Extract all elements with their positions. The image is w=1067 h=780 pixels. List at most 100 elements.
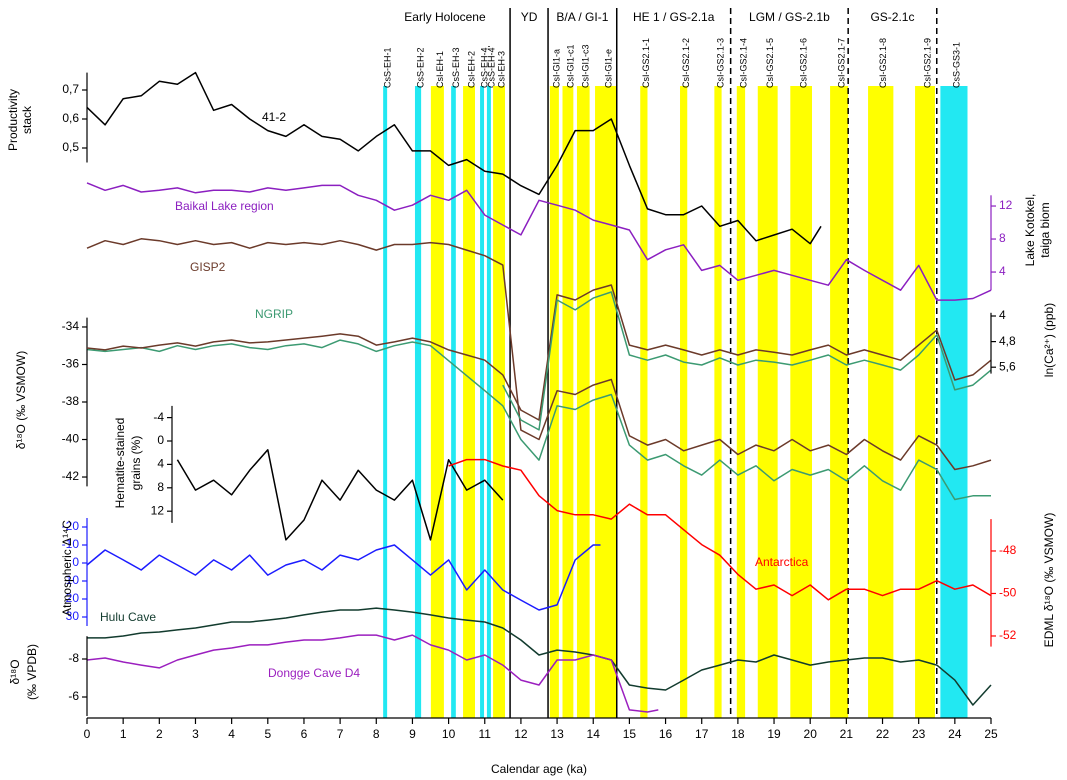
y-tick-label: -4: [153, 410, 164, 424]
y-tick-label: 0: [157, 433, 164, 447]
band-label: CsI-GS2.1-7: [837, 38, 847, 88]
x-tick-label: 23: [912, 727, 926, 741]
x-tick-label: 20: [804, 727, 818, 741]
y-tick-label: 4: [999, 308, 1006, 322]
series-line: [86, 71, 822, 245]
band-label: CsI-GS2.1-3: [715, 38, 725, 88]
band: [451, 86, 456, 718]
band: [915, 86, 935, 718]
y-tick-label: -42: [62, 469, 80, 483]
band-label: CsI-GI1-c3: [581, 44, 591, 88]
band-label: CsS-EH-2: [415, 47, 425, 88]
y-axis-label: Lake Kotokel,: [1023, 194, 1037, 267]
x-tick-label: 2: [156, 727, 163, 741]
band-label: CsI-GS2.1-5: [765, 38, 775, 88]
y-axis-label: taiga biom: [1038, 202, 1052, 257]
series-line: [86, 339, 991, 501]
period-label: LGM / GS-2.1b: [749, 10, 830, 24]
x-tick-label: 10: [442, 727, 456, 741]
series-line: [86, 238, 992, 471]
y-tick-label: -36: [62, 357, 80, 371]
band: [757, 86, 778, 718]
band: [562, 86, 574, 718]
band-label: CsI-GS2.1-6: [799, 38, 809, 88]
y-axis-label: Productivity: [6, 89, 20, 151]
band: [790, 86, 813, 718]
band: [383, 86, 388, 718]
band-label: CsI-GS2.1-2: [681, 38, 691, 88]
band-label: CsS-EH-1: [383, 47, 393, 88]
y-tick-label: 5,6: [999, 359, 1016, 373]
x-tick-label: 17: [695, 727, 709, 741]
y-tick-label: -52: [999, 628, 1017, 642]
band: [549, 86, 559, 718]
band-label: CsI-EH-2: [466, 51, 476, 88]
series-line: [502, 291, 992, 431]
y-axis-label: Hematite-stained: [113, 418, 127, 509]
band: [680, 86, 688, 718]
y-tick-label: -8: [68, 651, 79, 665]
series-label: Antarctica: [755, 555, 809, 569]
x-tick-label: 11: [479, 727, 492, 741]
band: [714, 86, 722, 718]
x-tick-label: 15: [623, 727, 637, 741]
y-tick-label: 0,6: [62, 111, 79, 125]
x-tick-label: 0: [84, 727, 91, 741]
period-label: Early Holocene: [404, 10, 486, 24]
y-tick-label: 8: [999, 231, 1006, 245]
series-line: [87, 607, 992, 706]
y-tick-label: 0,7: [62, 82, 79, 96]
series-label: GISP2: [190, 260, 226, 274]
band: [486, 86, 491, 718]
series-label: NGRIP: [255, 307, 293, 321]
x-axis-label: Calendar age (ka): [491, 762, 587, 776]
x-tick-label: 8: [373, 727, 380, 741]
band-label: CsS-GS3-1: [951, 42, 961, 88]
band-label: CsI-GI1-a: [552, 49, 562, 88]
period-label: B/A / GI-1: [556, 10, 608, 24]
series-line: [86, 182, 992, 301]
y-tick-label: 4: [157, 457, 164, 471]
period-label: HE 1 / GS-2.1a: [633, 10, 715, 24]
series-label: Baikal Lake region: [175, 199, 274, 213]
y-tick-label: 30: [66, 609, 80, 623]
band-label: CsI-GS2.1-9: [922, 38, 932, 88]
y-tick-label: 0,5: [62, 140, 79, 154]
y-axis-label: Atmospheric Δ¹⁴C: [60, 520, 74, 616]
band-label: CsI-GI1-e: [603, 49, 613, 88]
x-tick-label: 14: [587, 727, 601, 741]
series-line: [448, 458, 992, 601]
y-tick-label: -10: [62, 537, 80, 551]
y-tick-label: 20: [66, 591, 80, 605]
y-tick-label: 4: [999, 264, 1006, 278]
band-label: CsI-GS2.1-1: [641, 38, 651, 88]
band-label: CsI-GI1-c1: [565, 44, 575, 88]
x-tick-label: 18: [731, 727, 745, 741]
band-label: CsI-GS2.1-4: [738, 38, 748, 88]
band-label: CsS-EH-3: [451, 47, 461, 88]
y-tick-label: 12: [999, 198, 1013, 212]
series-line: [86, 634, 659, 713]
x-tick-label: 21: [840, 727, 854, 741]
band: [595, 86, 617, 718]
band-label: CsS-EH-4: [479, 47, 489, 88]
series-line: [86, 284, 992, 421]
x-tick-label: 13: [550, 727, 564, 741]
band: [480, 86, 485, 718]
x-tick-label: 1: [120, 727, 127, 741]
y-axis-label: δ¹⁸O: [8, 659, 22, 684]
band-label: CsS-EH-4': [486, 45, 496, 88]
x-tick-label: 3: [192, 727, 199, 741]
x-tick-label: 5: [264, 727, 271, 741]
y-tick-label: -48: [999, 543, 1017, 557]
band-label: CsI-EH-1: [435, 51, 445, 88]
period-label: GS-2.1c: [870, 10, 914, 24]
band: [414, 86, 422, 718]
series-label: Hulu Cave: [100, 610, 156, 624]
y-tick-label: 4,8: [999, 334, 1016, 348]
series-label: Dongge Cave D4: [268, 666, 360, 680]
y-axis-label: stack: [20, 105, 34, 134]
x-tick-label: 4: [228, 727, 235, 741]
x-tick-label: 6: [301, 727, 308, 741]
y-tick-label: 10: [66, 573, 80, 587]
